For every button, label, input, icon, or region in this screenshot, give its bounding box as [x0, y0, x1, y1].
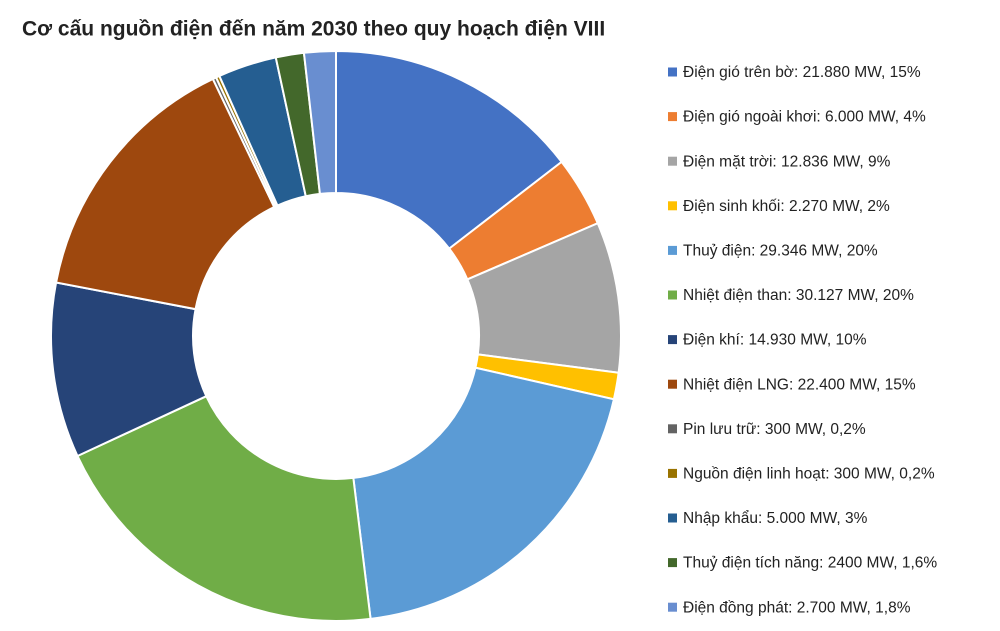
legend-label: Nhập khẩu: 5.000 MW, 3% [683, 510, 868, 527]
legend-swatch [668, 335, 677, 345]
legend-label: Nhiệt điện LNG: 22.400 MW, 15% [683, 376, 916, 393]
slice [352, 366, 616, 621]
legend-swatch [668, 156, 677, 166]
slice [76, 394, 372, 622]
legend-swatch [668, 290, 677, 300]
legend-label: Nguồn điện linh hoạt: 300 MW, 0,2% [683, 465, 935, 482]
legend-label: Thuỷ điện tích năng: 2400 MW, 1,6% [683, 555, 937, 572]
legend-swatch [668, 201, 677, 211]
legend-label: Điện gió trên bờ: 21.880 MW, 15% [683, 64, 921, 81]
legend-swatch [668, 424, 677, 434]
chart-title: Cơ cấu nguồn điện đến năm 2030 theo quy … [22, 18, 605, 41]
legend-label: Điện đồng phát: 2.700 MW, 1,8% [683, 599, 911, 616]
legend-swatch [668, 602, 677, 612]
legend-swatch [668, 468, 677, 478]
legend-label: Điện mặt trời: 12.836 MW, 9% [683, 153, 891, 170]
legend-label: Nhiệt điện than: 30.127 MW, 20% [683, 287, 914, 304]
legend-label: Điện gió ngoài khơi: 6.000 MW, 4% [683, 109, 926, 126]
legend-swatch [668, 245, 677, 255]
legend-swatch [668, 558, 677, 568]
legend-label: Thuỷ điện: 29.346 MW, 20% [683, 242, 878, 259]
legend-swatch [668, 112, 677, 122]
slice [335, 49, 564, 251]
slice [54, 77, 276, 311]
legend-label: Pin lưu trữ: 300 MW, 0,2% [683, 421, 866, 438]
legend-label: Điện khí: 14.930 MW, 10% [683, 332, 867, 349]
legend-swatch [668, 67, 677, 77]
slice [302, 49, 337, 196]
legend-label: Điện sinh khối: 2.270 MW, 2% [683, 198, 890, 215]
legend-swatch [668, 379, 677, 389]
legend-swatch [668, 513, 677, 523]
